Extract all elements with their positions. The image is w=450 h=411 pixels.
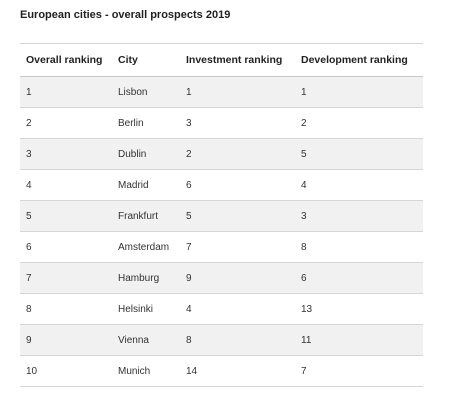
header-city: City [118,54,138,66]
investment-ranking-cell: 6 [186,179,192,191]
development-ranking-cell: 3 [301,210,307,222]
overall-ranking-cell: 2 [26,117,32,129]
table-row: 1 Lisbon 1 1 [20,77,423,108]
table-row: 6 Amsterdam 7 8 [20,232,423,263]
investment-ranking-cell: 7 [186,241,192,253]
development-ranking-cell: 5 [301,148,307,160]
overall-ranking-cell: 1 [26,86,32,98]
city-cell: Dublin [118,148,147,160]
table-header-row: Overall ranking City Investment ranking … [20,44,423,77]
development-ranking-cell: 7 [301,365,307,377]
investment-ranking-cell: 2 [186,148,192,160]
header-investment-ranking: Investment ranking [186,54,283,66]
header-development-ranking: Development ranking [301,54,408,66]
city-cell: Frankfurt [118,210,159,222]
overall-ranking-cell: 4 [26,179,32,191]
city-cell: Lisbon [118,86,148,98]
city-cell: Helsinki [118,303,154,315]
table-row: 5 Frankfurt 5 3 [20,201,423,232]
table-row: 7 Hamburg 9 6 [20,263,423,294]
overall-ranking-cell: 9 [26,334,32,346]
investment-ranking-cell: 8 [186,334,192,346]
overall-ranking-cell: 3 [26,148,32,160]
development-ranking-cell: 2 [301,117,307,129]
development-ranking-cell: 1 [301,86,307,98]
city-cell: Amsterdam [118,241,170,253]
development-ranking-cell: 6 [301,272,307,284]
overall-ranking-cell: 5 [26,210,32,222]
investment-ranking-cell: 14 [186,365,198,377]
city-cell: Vienna [118,334,149,346]
table-row: 3 Dublin 2 5 [20,139,423,170]
overall-ranking-cell: 7 [26,272,32,284]
table-row: 8 Helsinki 4 13 [20,294,423,325]
overall-ranking-cell: 10 [26,365,38,377]
table-row: 2 Berlin 3 2 [20,108,423,139]
investment-ranking-cell: 3 [186,117,192,129]
rankings-table: Overall ranking City Investment ranking … [20,43,423,387]
city-cell: Madrid [118,179,149,191]
city-cell: Hamburg [118,272,160,284]
table-row: 4 Madrid 6 4 [20,170,423,201]
investment-ranking-cell: 4 [186,303,192,315]
city-cell: Munich [118,365,151,377]
table-row: 9 Vienna 8 11 [20,325,423,356]
header-overall-ranking: Overall ranking [26,54,103,66]
overall-ranking-cell: 6 [26,241,32,253]
development-ranking-cell: 4 [301,179,307,191]
investment-ranking-cell: 5 [186,210,192,222]
development-ranking-cell: 11 [301,334,312,346]
overall-ranking-cell: 8 [26,303,32,315]
investment-ranking-cell: 9 [186,272,192,284]
investment-ranking-cell: 1 [186,86,192,98]
city-cell: Berlin [118,117,144,129]
table-body: 1 Lisbon 1 1 2 Berlin 3 2 3 Dublin 2 5 4 Madrid 6 4 5 Fra… [20,77,423,387]
table-title: European cities - overall prospects 2019 [20,9,231,21]
table-row: 10 Munich 14 7 [20,356,423,387]
development-ranking-cell: 13 [301,303,313,315]
development-ranking-cell: 8 [301,241,307,253]
